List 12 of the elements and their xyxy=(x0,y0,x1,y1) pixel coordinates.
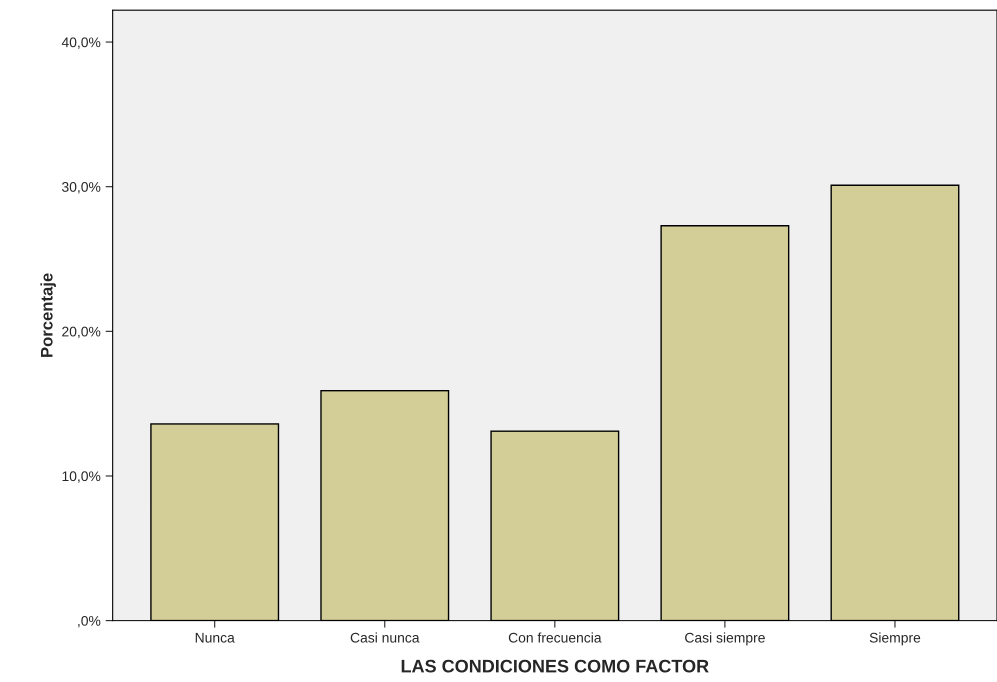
y-tick-label: ,0% xyxy=(78,616,100,628)
y-tick-label: 40,0% xyxy=(62,37,100,49)
y-axis-title: Porcentaje xyxy=(40,273,56,357)
x-tick-label: Casi nunca xyxy=(350,632,420,643)
x-tick-label: Casi siempre xyxy=(685,632,765,646)
x-tick-label: Con frecuencia xyxy=(508,632,602,643)
y-tick-label: 30,0% xyxy=(62,182,100,194)
x-tick-label: Nunca xyxy=(196,632,235,643)
y-tick-label: 10,0% xyxy=(62,471,100,483)
y-tick-label: 20,0% xyxy=(62,326,100,338)
x-axis-title: LAS CONDICIONES COMO FACTOR xyxy=(402,660,709,673)
x-tick-label: Siempre xyxy=(870,632,920,646)
